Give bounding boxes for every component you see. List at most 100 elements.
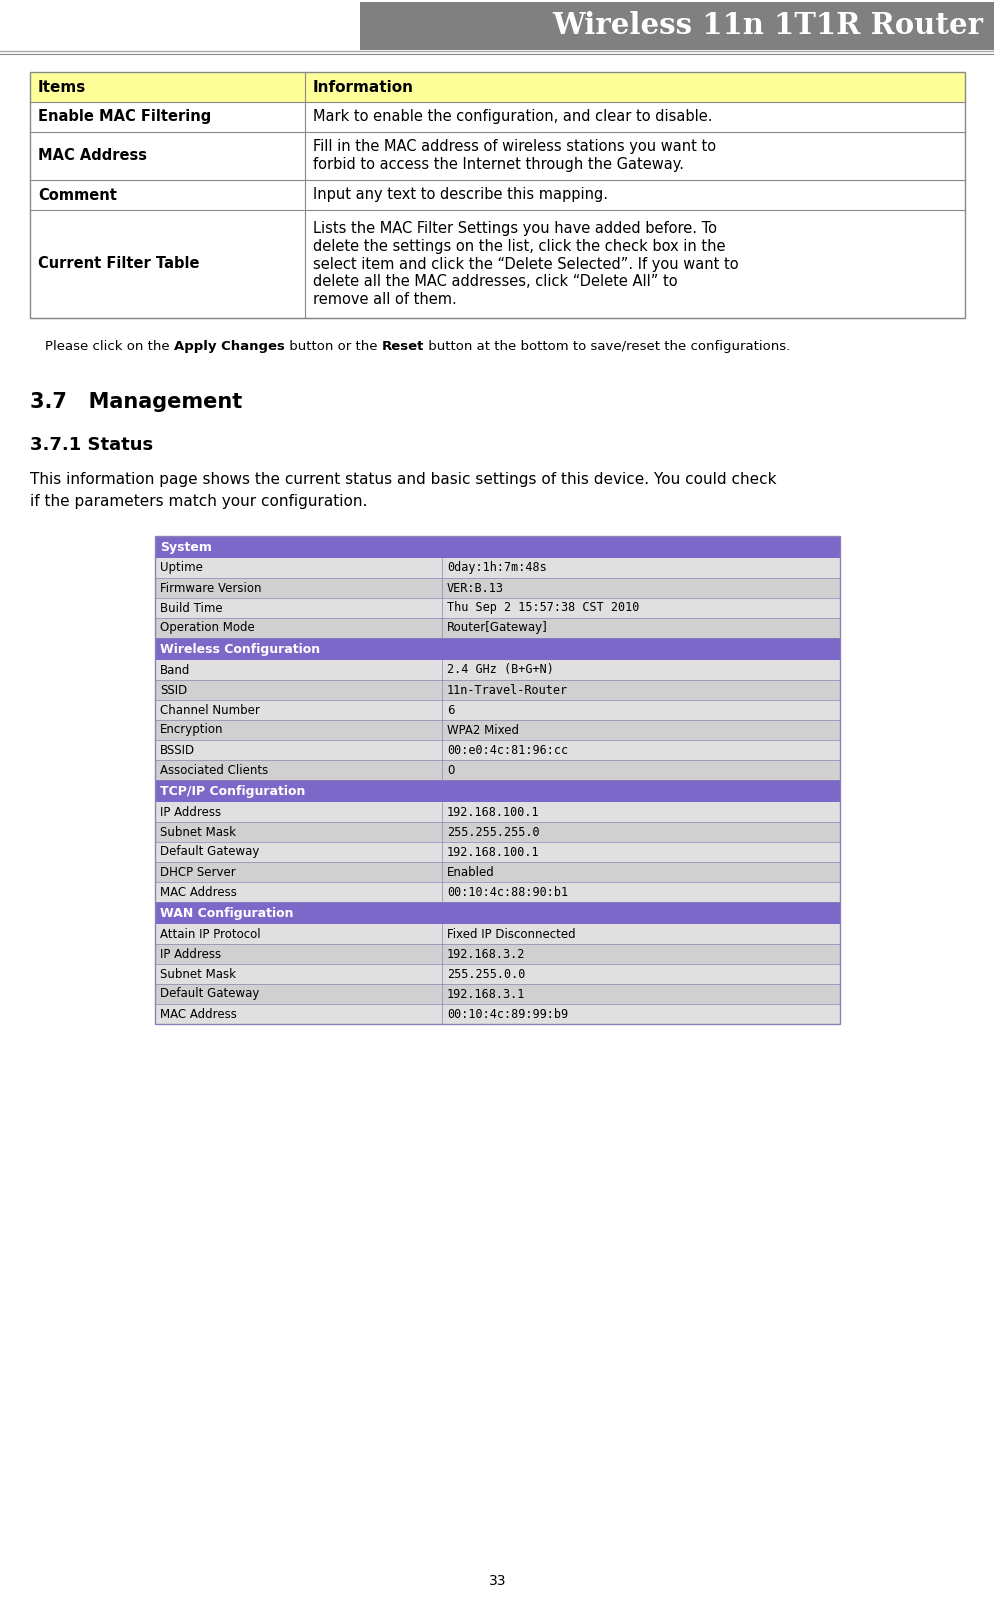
Text: BSSID: BSSID [160, 743, 195, 757]
Bar [30, 179, 964, 210]
Text: Wireless Configuration: Wireless Configuration [160, 642, 320, 655]
Text: DHCP Server: DHCP Server [160, 866, 236, 879]
Text: WPA2 Mixed: WPA2 Mixed [446, 724, 519, 736]
Text: 255.255.0.0: 255.255.0.0 [446, 967, 525, 980]
Text: VER:B.13: VER:B.13 [446, 581, 504, 594]
Bar [30, 210, 964, 319]
Text: WAN Configuration: WAN Configuration [160, 906, 293, 919]
Text: select item and click the “Delete Selected”. If you want to: select item and click the “Delete Select… [313, 256, 738, 272]
Text: Comment: Comment [38, 187, 116, 202]
Text: TCP/IP Configuration: TCP/IP Configuration [160, 784, 305, 797]
Text: MAC Address: MAC Address [160, 1007, 237, 1020]
Text: 3.7   Management: 3.7 Management [30, 392, 242, 411]
Text: Information: Information [313, 80, 414, 94]
Text: Enable MAC Filtering: Enable MAC Filtering [38, 109, 211, 125]
Text: IP Address: IP Address [160, 948, 221, 961]
Text: 192.168.100.1: 192.168.100.1 [446, 845, 539, 858]
Bar [155, 882, 839, 901]
Text: 00:e0:4c:81:96:cc: 00:e0:4c:81:96:cc [446, 743, 568, 757]
Text: Wireless 11n 1T1R Router: Wireless 11n 1T1R Router [552, 11, 982, 40]
Text: Subnet Mask: Subnet Mask [160, 967, 236, 980]
Text: if the parameters match your configuration.: if the parameters match your configurati… [30, 495, 367, 509]
Text: 0: 0 [446, 764, 454, 776]
Text: MAC Address: MAC Address [38, 149, 147, 163]
Text: Enabled: Enabled [446, 866, 494, 879]
Bar [155, 720, 839, 740]
Bar [155, 559, 839, 578]
Text: Mark to enable the configuration, and clear to disable.: Mark to enable the configuration, and cl… [313, 109, 712, 125]
Text: Channel Number: Channel Number [160, 703, 259, 717]
Text: Thu Sep 2 15:57:38 CST 2010: Thu Sep 2 15:57:38 CST 2010 [446, 602, 639, 615]
Text: Associated Clients: Associated Clients [160, 764, 268, 776]
Text: 192.168.3.2: 192.168.3.2 [446, 948, 525, 961]
Text: This information page shows the current status and basic settings of this device: This information page shows the current … [30, 472, 775, 487]
Bar [30, 102, 964, 131]
Text: Fixed IP Disconnected: Fixed IP Disconnected [446, 927, 576, 940]
Text: Firmware Version: Firmware Version [160, 581, 261, 594]
Text: Encryption: Encryption [160, 724, 224, 736]
Text: 0day:1h:7m:48s: 0day:1h:7m:48s [446, 562, 546, 575]
Text: Default Gateway: Default Gateway [160, 988, 259, 1001]
Bar [155, 985, 839, 1004]
Bar [155, 660, 839, 680]
Text: Operation Mode: Operation Mode [160, 621, 254, 634]
Text: 33: 33 [488, 1574, 506, 1588]
Text: Input any text to describe this mapping.: Input any text to describe this mapping. [313, 187, 607, 202]
Bar [155, 964, 839, 985]
Text: SSID: SSID [160, 684, 187, 696]
Text: Uptime: Uptime [160, 562, 203, 575]
Text: Subnet Mask: Subnet Mask [160, 826, 236, 839]
Text: Build Time: Build Time [160, 602, 223, 615]
Bar [155, 536, 839, 559]
Text: Attain IP Protocol: Attain IP Protocol [160, 927, 260, 940]
Text: Default Gateway: Default Gateway [160, 845, 259, 858]
Bar [360, 2, 994, 50]
Text: 00:10:4c:89:99:b9: 00:10:4c:89:99:b9 [446, 1007, 568, 1020]
Text: remove all of them.: remove all of them. [313, 293, 456, 307]
Text: 6: 6 [446, 703, 454, 717]
Bar [155, 740, 839, 760]
Bar [155, 780, 839, 802]
Bar [155, 680, 839, 700]
Text: Router[Gateway]: Router[Gateway] [446, 621, 548, 634]
Text: Please click on the: Please click on the [45, 339, 174, 352]
Text: button or the: button or the [284, 339, 381, 352]
Text: MAC Address: MAC Address [160, 885, 237, 898]
Text: 192.168.3.1: 192.168.3.1 [446, 988, 525, 1001]
Text: delete the settings on the list, click the check box in the: delete the settings on the list, click t… [313, 239, 725, 253]
Bar [155, 599, 839, 618]
Text: delete all the MAC addresses, click “Delete All” to: delete all the MAC addresses, click “Del… [313, 274, 677, 290]
Bar [30, 72, 964, 102]
Bar [155, 861, 839, 882]
Text: 11n-Travel-Router: 11n-Travel-Router [446, 684, 568, 696]
Text: 192.168.100.1: 192.168.100.1 [446, 805, 539, 818]
Bar [30, 131, 964, 179]
Text: IP Address: IP Address [160, 805, 221, 818]
Text: 255.255.255.0: 255.255.255.0 [446, 826, 539, 839]
Text: 00:10:4c:88:90:b1: 00:10:4c:88:90:b1 [446, 885, 568, 898]
Text: 3.7.1 Status: 3.7.1 Status [30, 435, 153, 455]
Bar [155, 1004, 839, 1025]
Bar [155, 901, 839, 924]
Bar [155, 821, 839, 842]
Text: 2.4 GHz (B+G+N): 2.4 GHz (B+G+N) [446, 663, 554, 677]
Bar [155, 578, 839, 599]
Bar [155, 700, 839, 720]
Bar [155, 536, 839, 1025]
Text: Reset: Reset [381, 339, 423, 352]
Text: System: System [160, 541, 212, 554]
Bar [155, 618, 839, 639]
Text: forbid to access the Internet through the Gateway.: forbid to access the Internet through th… [313, 157, 683, 173]
Bar [155, 842, 839, 861]
Bar [155, 802, 839, 821]
Text: Apply Changes: Apply Changes [174, 339, 284, 352]
Text: Lists the MAC Filter Settings you have added before. To: Lists the MAC Filter Settings you have a… [313, 221, 717, 235]
Bar [155, 924, 839, 945]
Bar [155, 760, 839, 780]
Bar [155, 945, 839, 964]
Text: Current Filter Table: Current Filter Table [38, 256, 200, 272]
Text: Items: Items [38, 80, 86, 94]
Text: Fill in the MAC address of wireless stations you want to: Fill in the MAC address of wireless stat… [313, 139, 716, 155]
Bar [155, 639, 839, 660]
Text: button at the bottom to save/reset the configurations.: button at the bottom to save/reset the c… [423, 339, 789, 352]
